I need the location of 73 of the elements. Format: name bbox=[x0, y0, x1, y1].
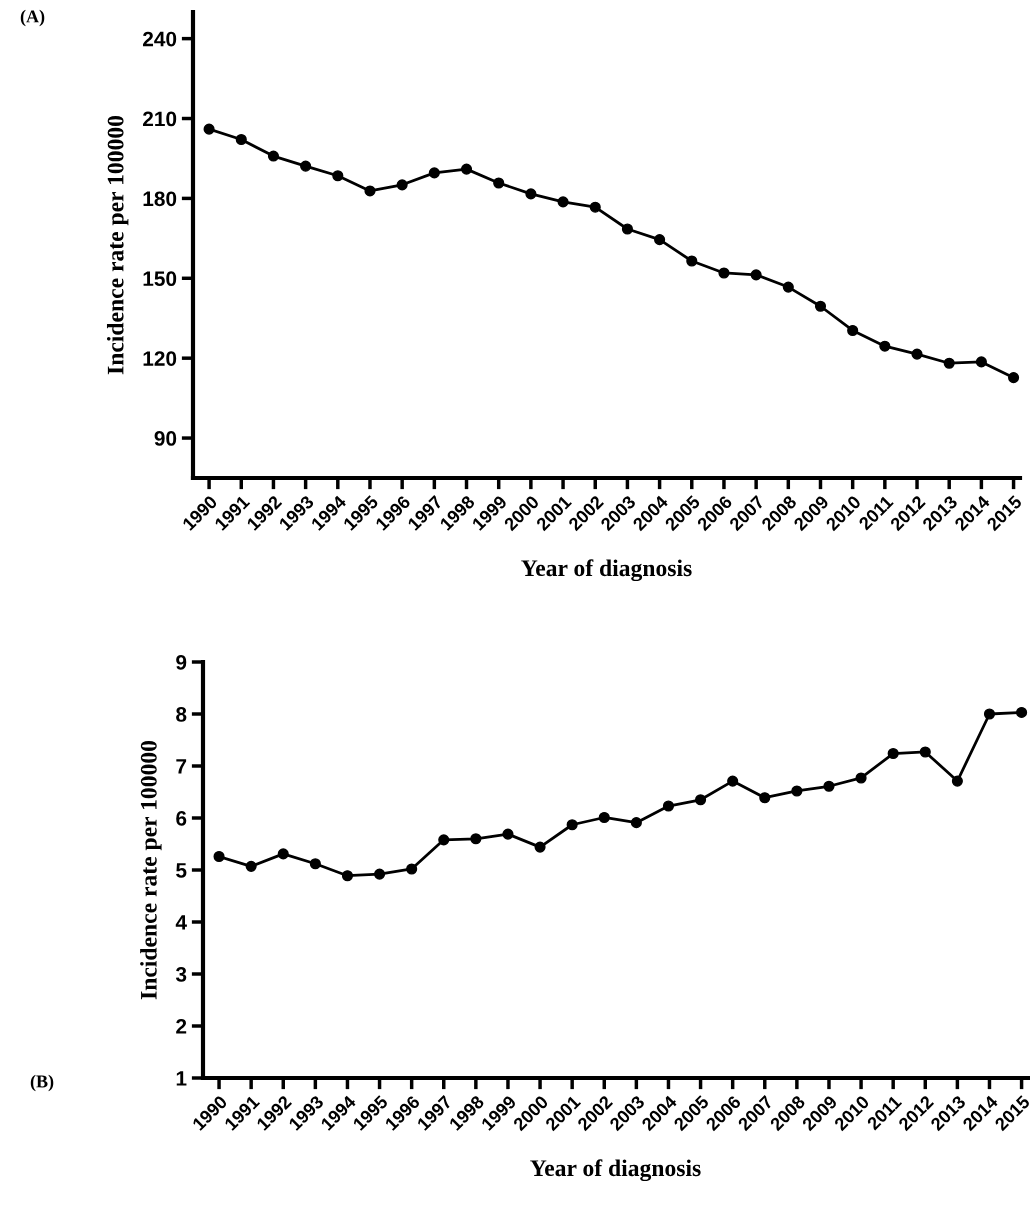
y-tick-label: 4 bbox=[175, 915, 187, 930]
point bbox=[855, 772, 867, 784]
point bbox=[823, 780, 835, 792]
y-tick-label: 3 bbox=[175, 967, 187, 982]
point bbox=[566, 819, 578, 831]
y-tick-label: 1 bbox=[176, 1071, 187, 1086]
point bbox=[203, 123, 215, 135]
x-axis-title: Year of diagnosis bbox=[530, 1159, 701, 1182]
point bbox=[654, 234, 666, 246]
point bbox=[662, 800, 675, 812]
x-axis-title: Year of diagnosis bbox=[521, 559, 692, 582]
y-tick-label: 90 bbox=[154, 431, 177, 446]
point bbox=[534, 841, 546, 853]
point bbox=[759, 792, 771, 804]
text: (A) bbox=[20, 9, 45, 27]
point bbox=[213, 850, 225, 863]
point bbox=[943, 357, 955, 369]
y-tick-label: 150 bbox=[143, 271, 177, 287]
point bbox=[525, 188, 537, 200]
point bbox=[300, 160, 312, 172]
point bbox=[374, 868, 386, 880]
y-tick-label: 240 bbox=[142, 31, 177, 47]
point bbox=[951, 775, 963, 787]
point bbox=[460, 163, 473, 175]
y-tick-label: 210 bbox=[142, 111, 177, 127]
point bbox=[396, 179, 408, 191]
point bbox=[470, 833, 482, 845]
y-tick-label: 7 bbox=[176, 759, 187, 774]
point bbox=[235, 133, 247, 146]
y-tick-label: 180 bbox=[143, 191, 177, 207]
y-tick-label: 2 bbox=[176, 1019, 187, 1034]
y-tick-label: 8 bbox=[176, 707, 187, 722]
point bbox=[438, 834, 450, 846]
point bbox=[589, 201, 601, 213]
point bbox=[911, 348, 923, 360]
point bbox=[493, 177, 505, 189]
point bbox=[406, 863, 418, 875]
point bbox=[975, 356, 987, 368]
point bbox=[267, 150, 280, 162]
point bbox=[782, 281, 794, 293]
point bbox=[341, 870, 354, 882]
point bbox=[277, 848, 289, 860]
point bbox=[630, 817, 642, 829]
point bbox=[502, 828, 514, 840]
y-tick-label: 120 bbox=[143, 351, 177, 366]
point bbox=[718, 267, 730, 279]
point bbox=[814, 300, 827, 312]
point bbox=[791, 785, 803, 797]
point bbox=[750, 269, 762, 281]
point bbox=[557, 196, 569, 208]
point bbox=[621, 223, 633, 235]
point bbox=[245, 860, 257, 872]
point bbox=[983, 708, 996, 720]
point bbox=[887, 747, 899, 760]
point bbox=[332, 170, 344, 182]
point bbox=[1016, 706, 1028, 718]
point bbox=[364, 185, 376, 197]
point bbox=[1008, 372, 1020, 384]
point bbox=[598, 811, 610, 824]
text: (B) bbox=[30, 1074, 54, 1092]
y-axis-title: Incidence rate per 100000 bbox=[140, 740, 162, 1000]
point bbox=[727, 775, 739, 787]
point bbox=[879, 340, 891, 352]
y-tick-label: 5 bbox=[176, 863, 187, 878]
y-tick-label: 9 bbox=[176, 655, 187, 670]
point bbox=[695, 794, 707, 806]
point bbox=[847, 324, 859, 337]
point bbox=[309, 858, 321, 870]
y-axis-title: Incidence rate per 100000 bbox=[106, 115, 129, 375]
y-tick-label: 6 bbox=[176, 811, 187, 826]
point bbox=[919, 746, 931, 758]
point bbox=[428, 167, 440, 179]
point bbox=[686, 255, 698, 267]
